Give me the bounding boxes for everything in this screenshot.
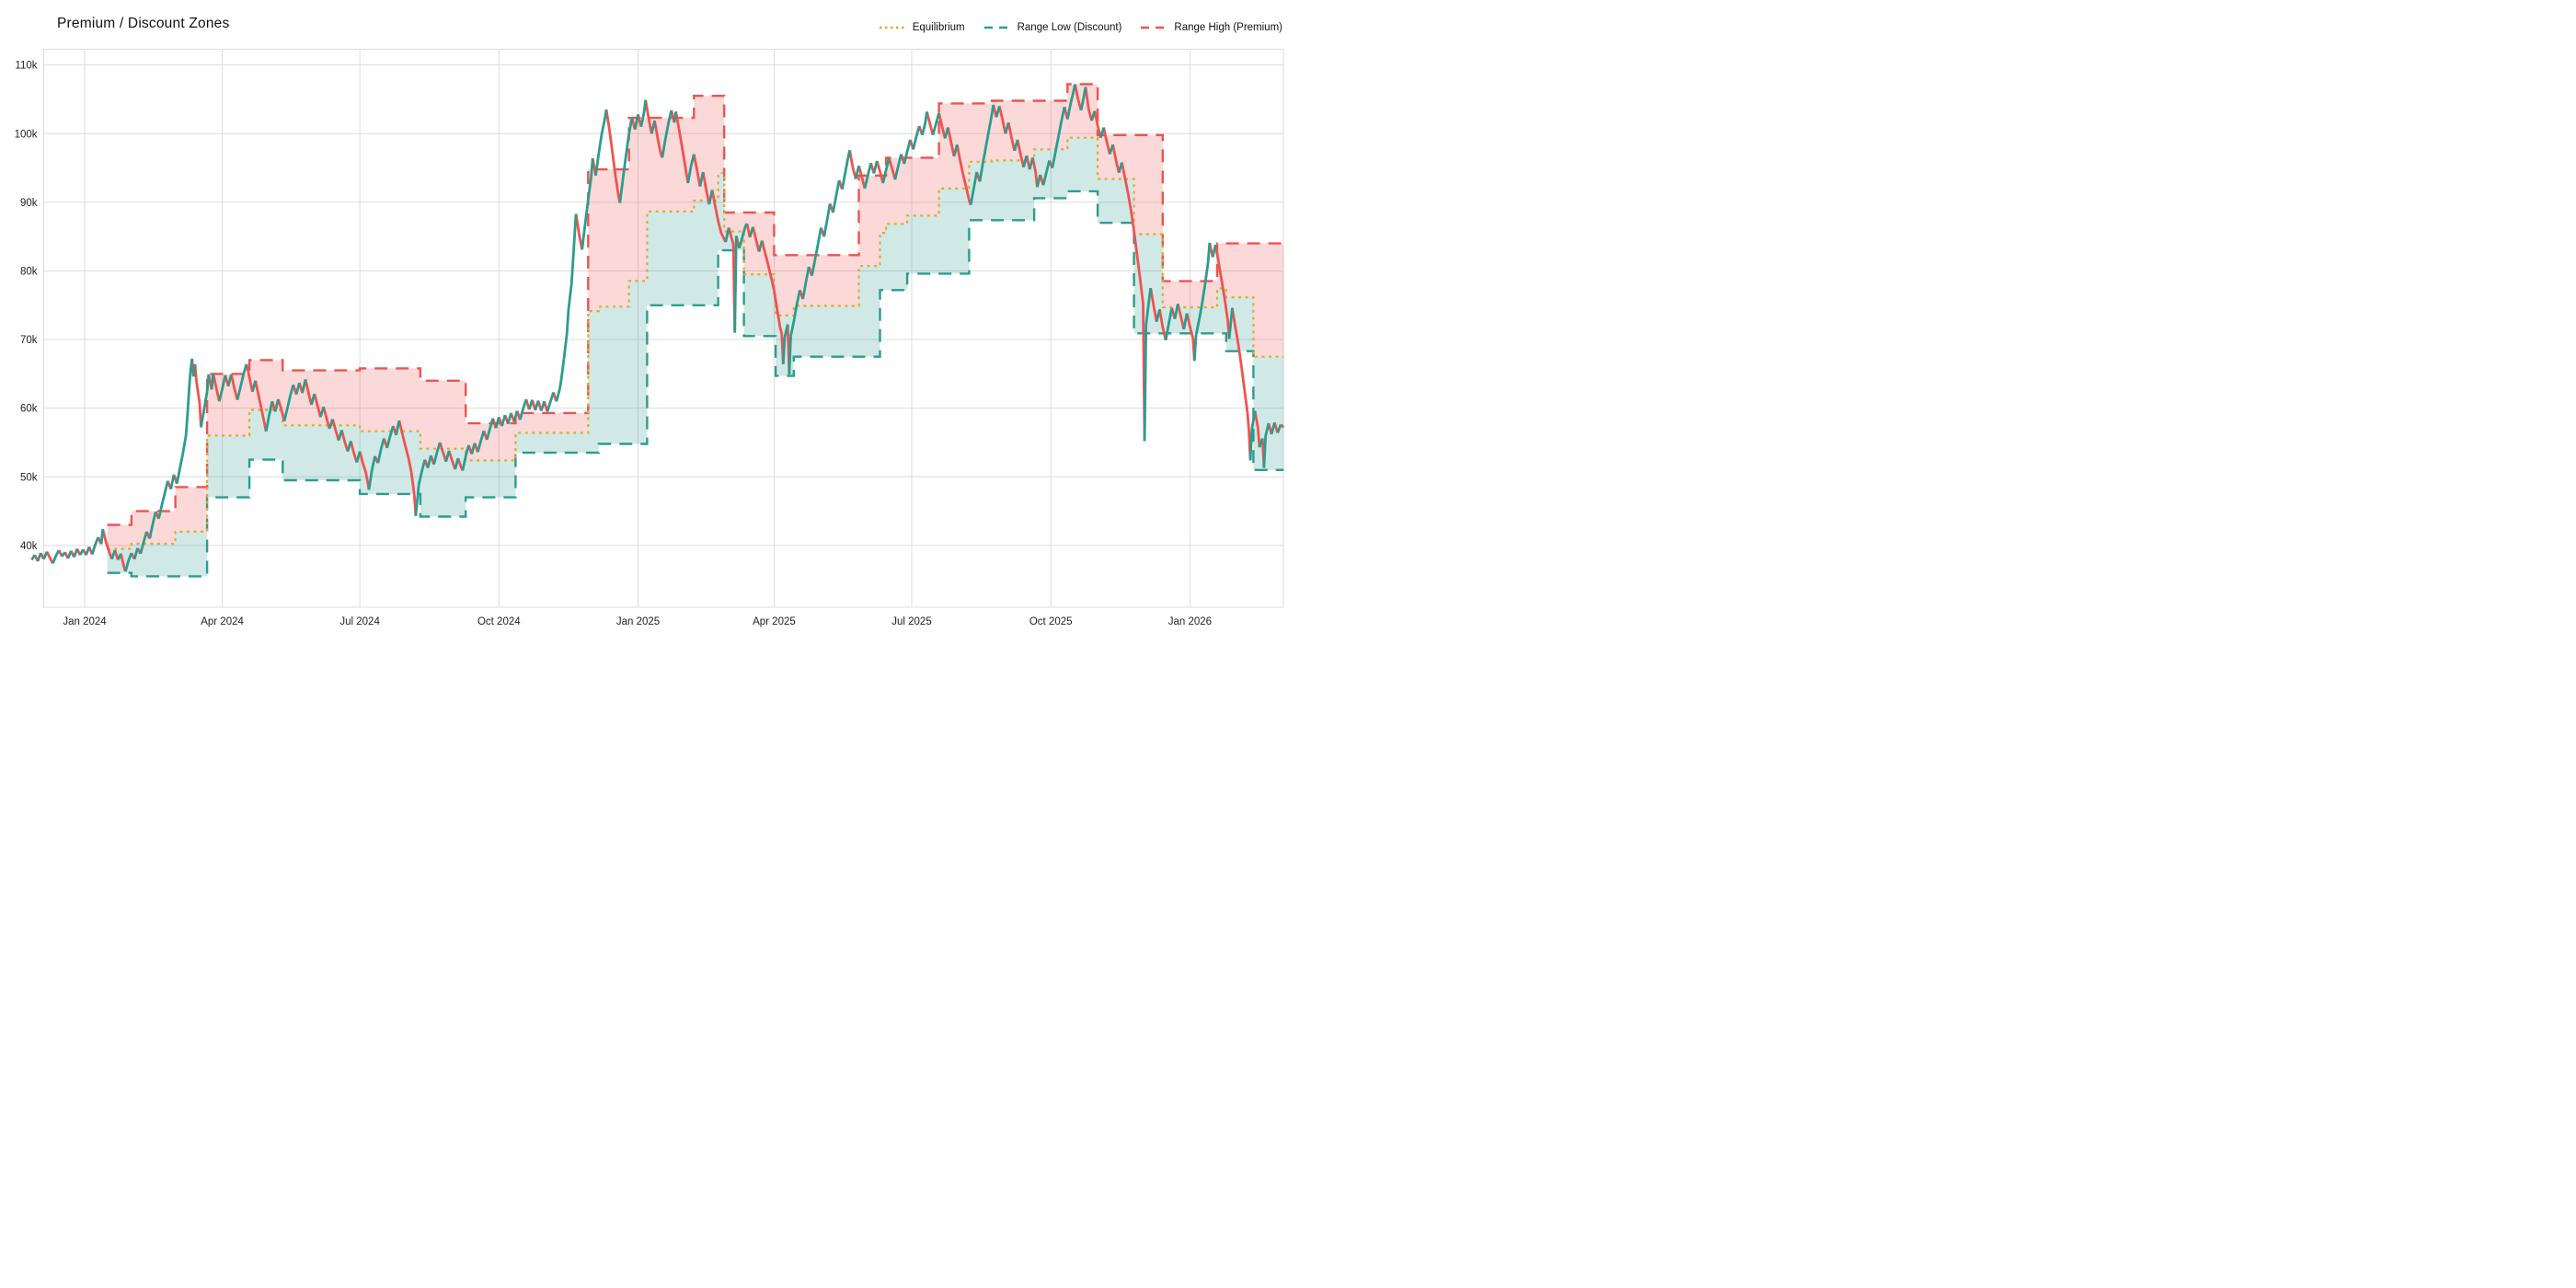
x-tick-label: Jan 2024 <box>63 616 107 627</box>
legend-label-equilibrium: Equilibrium <box>912 22 965 33</box>
range-high-line-icon <box>1141 26 1167 29</box>
legend-item-range-low[interactable]: Range Low (Discount) <box>983 22 1122 33</box>
y-tick-label: 110k <box>15 61 37 72</box>
y-tick-label: 70k <box>20 335 38 346</box>
y-tick-label: 40k <box>20 541 38 552</box>
chart-title: Premium / Discount Zones <box>57 16 230 31</box>
x-tick-label: Apr 2024 <box>201 616 244 627</box>
y-tick-label: 60k <box>20 404 38 415</box>
y-tick-label: 90k <box>20 198 38 209</box>
y-tick-label: 100k <box>15 129 38 140</box>
x-tick-label: Oct 2025 <box>1029 616 1073 627</box>
chart-container: 40k 50k 60k 70k 80k 90k 100k 110k Jan 2024 Apr 20… <box>0 0 1288 644</box>
x-tick-label: Apr 2025 <box>753 616 796 627</box>
legend: Equilibrium Range Low (Discount) Range H… <box>879 22 1282 33</box>
legend-item-range-high[interactable]: Range High (Premium) <box>1140 22 1282 33</box>
x-tick-label: Jul 2025 <box>891 616 931 627</box>
range-low-line-icon <box>983 26 1010 29</box>
x-tick-label: Jan 2025 <box>616 616 660 627</box>
legend-label-range-low: Range Low (Discount) <box>1017 22 1122 33</box>
x-tick-label: Jul 2024 <box>339 616 380 627</box>
equilibrium-line-icon <box>879 26 905 29</box>
legend-label-range-high: Range High (Premium) <box>1174 22 1282 33</box>
chart-plot: 40k 50k 60k 70k 80k 90k 100k 110k Jan 2024 Apr 20… <box>15 49 1285 627</box>
legend-item-equilibrium[interactable]: Equilibrium <box>879 22 965 33</box>
y-tick-label: 50k <box>20 472 38 483</box>
y-tick-label: 80k <box>20 266 38 277</box>
x-tick-label: Jan 2026 <box>1168 616 1212 627</box>
x-tick-label: Oct 2024 <box>477 616 521 627</box>
